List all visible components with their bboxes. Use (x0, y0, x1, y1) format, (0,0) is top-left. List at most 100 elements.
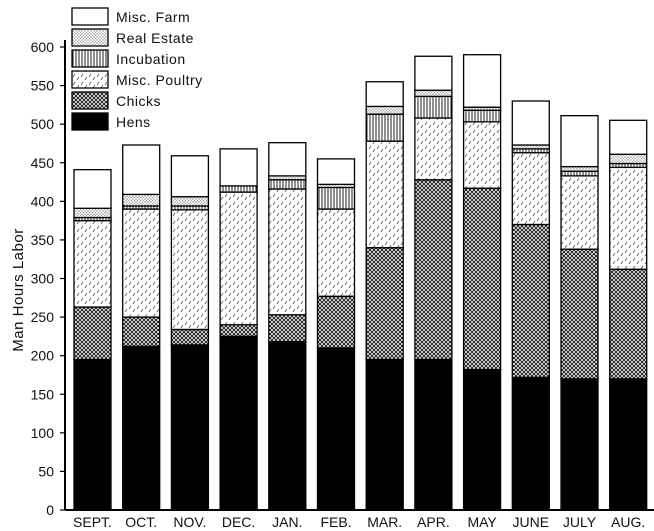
bar-segment-misc-poultry (170, 209, 210, 331)
bar-segment-misc-poultry (316, 208, 356, 297)
bar-segment-chicks (219, 324, 258, 338)
bar-apr (414, 55, 453, 511)
bar-segment-misc-farm (365, 81, 404, 108)
bar-segment-incubation (462, 109, 502, 123)
legend-label-incubation: Incubation (116, 51, 186, 67)
bar-aug (609, 119, 648, 511)
bar-segment-chicks (268, 314, 307, 343)
bar-segment-real-estate (170, 196, 210, 207)
x-tick-label: JULY (563, 514, 597, 530)
legend-label-real-estate: Real Estate (116, 30, 194, 46)
bar-segment-hens (268, 341, 307, 511)
bar-segment-misc-farm (268, 142, 307, 177)
y-tick-label: 50 (38, 463, 54, 479)
bar-segment-incubation (560, 170, 599, 177)
bar-segment-hens (73, 358, 112, 511)
bar-segment-hens (219, 335, 258, 511)
bar-feb (316, 158, 356, 511)
bar-segment-incubation (414, 95, 453, 119)
x-tick-label: FEB. (320, 514, 351, 530)
bar-oct (122, 144, 161, 511)
bar-june (511, 100, 550, 511)
bar-mar (365, 81, 404, 511)
bar-segment-chicks (560, 248, 599, 380)
bar-segment-real-estate (609, 153, 648, 165)
legend-label-hens: Hens (116, 114, 151, 130)
bar-segment-hens (316, 347, 356, 511)
bar-segment-misc-farm (414, 55, 453, 91)
x-tick-label: MAY (467, 514, 497, 530)
legend-swatch-incubation (71, 49, 109, 68)
bar-segment-chicks (462, 187, 502, 371)
bar-segment-misc-poultry (560, 175, 599, 250)
bar-segment-incubation (219, 185, 258, 193)
legend-swatch-real-estate (71, 28, 109, 47)
bar-segment-chicks (73, 306, 112, 361)
bar-segment-chicks (122, 316, 161, 348)
bar-segment-misc-poultry (462, 121, 502, 189)
bar-segment-misc-farm (219, 148, 258, 187)
bar-segment-real-estate (73, 207, 112, 219)
bars (73, 54, 648, 511)
bar-segment-chicks (609, 268, 648, 380)
bar-july (560, 115, 599, 511)
bar-segment-incubation (268, 179, 307, 190)
bar-segment-misc-poultry (414, 117, 453, 181)
legend-swatch-hens (71, 112, 109, 131)
x-tick-label: OCT. (125, 514, 157, 530)
y-tick-label: 350 (31, 232, 55, 248)
bar-segment-chicks (511, 223, 550, 378)
bar-dec (219, 148, 258, 511)
bar-segment-hens (122, 345, 161, 511)
bar-segment-misc-poultry (219, 191, 258, 326)
bar-segment-hens (170, 344, 210, 511)
legend-label-misc-poultry: Misc. Poultry (116, 72, 203, 88)
bar-segment-hens (511, 376, 550, 511)
bar-segment-chicks (316, 295, 356, 349)
y-tick-label: 500 (31, 116, 55, 132)
x-tick-label: AUG. (611, 514, 645, 530)
y-tick-label: 200 (31, 348, 55, 364)
y-tick-label: 550 (31, 78, 55, 94)
bar-segment-misc-farm (316, 158, 356, 186)
bar-may (462, 54, 502, 511)
axes (64, 40, 654, 511)
category-labels: SEPT. OCT. NOV. DEC. JAN. FEB. MAR. APR. MAY JUNE… (73, 514, 645, 530)
bar-segment-misc-farm (122, 144, 161, 196)
bar-jan (268, 142, 307, 511)
bar-segment-hens (560, 378, 599, 511)
x-tick-label: SEPT. (73, 514, 112, 530)
legend-swatch-misc-farm (71, 7, 109, 26)
bar-segment-misc-farm (511, 100, 550, 146)
bar-segment-misc-poultry (365, 140, 404, 249)
bar-segment-misc-poultry (268, 188, 307, 316)
y-ticks: 0 50 100 150 200 250 300 350 400 450 500 550 600 (31, 39, 65, 518)
bar-segment-misc-farm (462, 54, 502, 108)
bar-segment-misc-farm (170, 155, 210, 198)
y-tick-label: 600 (31, 39, 55, 55)
bar-segment-misc-poultry (122, 208, 161, 318)
y-tick-label: 300 (31, 271, 55, 287)
x-tick-label: JAN. (272, 514, 302, 530)
legend-swatch-chicks (71, 91, 109, 110)
y-tick-label: 450 (31, 155, 55, 171)
bar-segment-incubation (365, 113, 404, 142)
x-tick-label: DEC. (222, 514, 255, 530)
x-tick-label: NOV. (173, 514, 206, 530)
x-tick-label: APR. (417, 514, 450, 530)
bar-segment-hens (462, 368, 502, 511)
bar-segment-real-estate (365, 105, 404, 115)
bar-segment-misc-farm (73, 169, 112, 209)
bar-segment-real-estate (414, 89, 453, 98)
bar-sept (73, 169, 112, 511)
bar-segment-misc-poultry (73, 219, 112, 308)
bar-segment-misc-farm (609, 119, 648, 155)
bar-segment-real-estate (122, 193, 161, 207)
bar-segment-misc-poultry (609, 166, 648, 270)
y-axis-title: Man Hours Labor (10, 228, 27, 351)
bar-segment-incubation (316, 186, 356, 210)
legend: Misc. Farm Real Estate Incubation Misc. Pou… (71, 7, 203, 131)
bar-segment-misc-farm (560, 115, 599, 168)
y-tick-label: 250 (31, 309, 55, 325)
